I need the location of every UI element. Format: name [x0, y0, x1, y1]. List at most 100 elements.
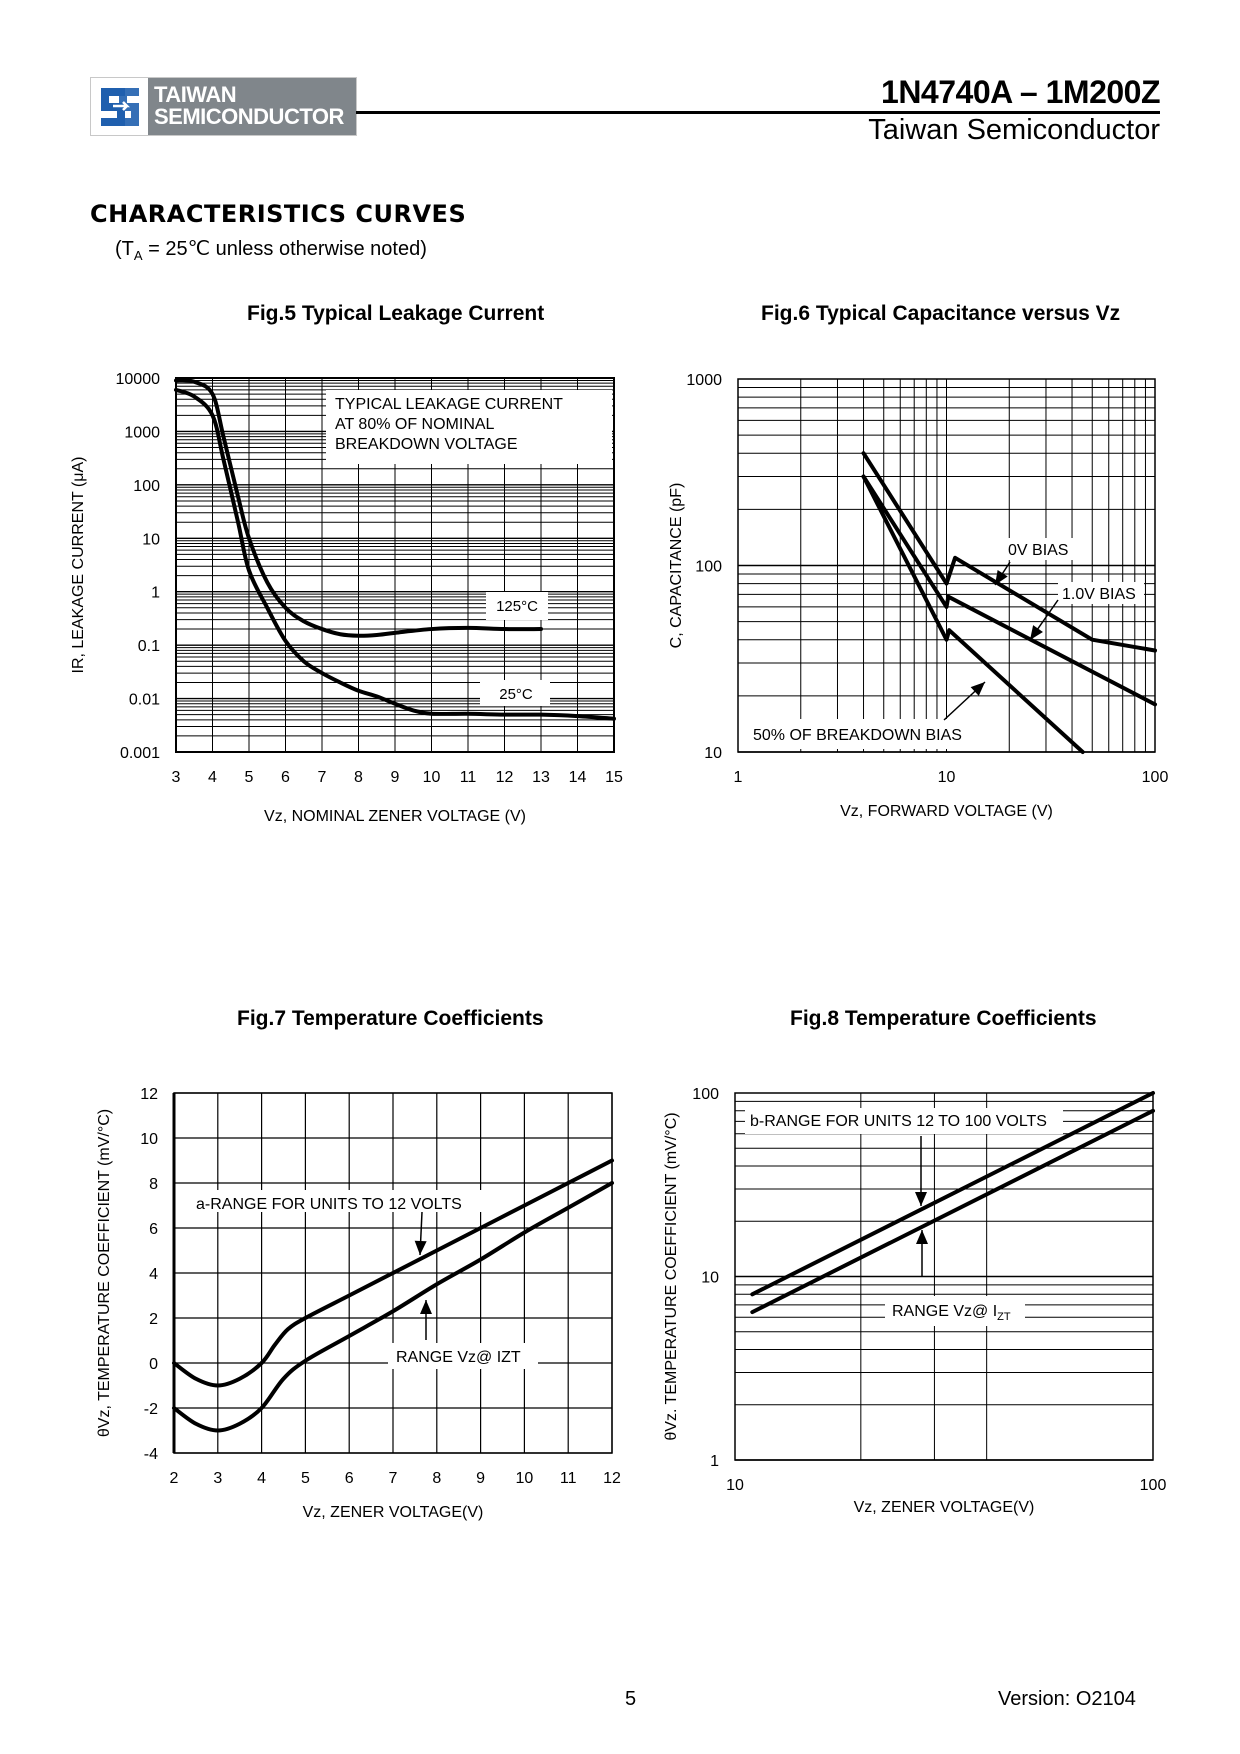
fig8-plot — [734, 1091, 1155, 1461]
fig6-arrow-1v-head — [1030, 625, 1043, 640]
fig6-series-2 — [861, 474, 1085, 754]
fig8-xlabel: Vz, ZENER VOLTAGE(V) — [854, 1499, 1035, 1516]
fig8-series-upper — [750, 1091, 1155, 1297]
fig7-plot — [172, 1092, 614, 1454]
fig7-xtick: 2 — [170, 1470, 179, 1487]
fig7-series-lower — [172, 1181, 614, 1433]
fig7-ytick: 0 — [149, 1356, 158, 1373]
fig5-xtick: 4 — [208, 769, 217, 786]
fig5-series-25c — [174, 387, 616, 721]
fig6-xtick: 10 — [938, 769, 956, 786]
label-background — [486, 592, 548, 620]
fig5-ytick: 10000 — [116, 371, 161, 388]
fig5-xlabel: Vz, NOMINAL ZENER VOLTAGE (V) — [264, 808, 526, 825]
fig7-annotation-range: RANGE Vz@ IZT — [396, 1349, 521, 1366]
fig6-arrow-0v-head — [995, 569, 1008, 585]
label-background — [748, 719, 980, 749]
fig5-ytick: 0.01 — [129, 692, 160, 709]
fig5-xtick: 9 — [391, 769, 400, 786]
fig5-plot — [174, 377, 616, 753]
version-label: Version: O2104 — [998, 1688, 1136, 1710]
fig7-xtick: 8 — [432, 1470, 441, 1487]
fig5-ytick: 1 — [151, 585, 160, 602]
fig8-ytick: 100 — [692, 1086, 719, 1103]
note-prefix: (T — [115, 238, 134, 260]
label-background — [745, 1108, 1063, 1134]
label-background — [1005, 538, 1075, 560]
fig7-ytick: 2 — [149, 1311, 158, 1328]
fig8-xtick: 10 — [726, 1477, 744, 1494]
fig6-label-1v: 1.0V BIAS — [1062, 586, 1136, 603]
label-background — [388, 1343, 538, 1369]
fig7-xtick: 10 — [516, 1470, 534, 1487]
fig7-ytick: -4 — [144, 1446, 158, 1463]
fig6-arrow-50pct-head — [970, 682, 985, 696]
fig7-ytick: 10 — [140, 1131, 158, 1148]
fig7-xtick: 7 — [389, 1470, 398, 1487]
fig6-ytick: 100 — [695, 559, 722, 576]
fig7-xtick: 12 — [603, 1470, 621, 1487]
fig6-plot — [737, 378, 1157, 754]
page-number: 5 — [625, 1688, 637, 1710]
fig6-xlabel: Vz, FORWARD VOLTAGE (V) — [840, 803, 1053, 820]
fig5-annotation: TYPICAL LEAKAGE CURRENT — [335, 396, 563, 413]
fig7-xtick: 6 — [345, 1470, 354, 1487]
fig8-ylabel: θVz. TEMPERATURE COEFFICIENT (mV/°C) — [663, 1112, 680, 1440]
fig7-xtick: 9 — [476, 1470, 485, 1487]
fig6-series-1 — [861, 474, 1157, 707]
label-background — [885, 1296, 1025, 1326]
fig5-ytick: 100 — [133, 478, 160, 495]
label-background — [1058, 582, 1144, 604]
fig5-xtick: 12 — [496, 769, 514, 786]
logo-line1: TAIWAN — [154, 82, 237, 107]
label-background — [326, 390, 612, 464]
fig6-xtick: 1 — [734, 769, 743, 786]
fig5-xtick: 15 — [605, 769, 623, 786]
plot-frame — [175, 377, 615, 753]
fig5-xtick: 14 — [569, 769, 587, 786]
fig5-xtick: 11 — [460, 769, 477, 786]
fig8-annotation-range: RANGE Vz@ IZT — [892, 1303, 1011, 1323]
fig8-xtick: 100 — [1140, 1477, 1167, 1494]
fig5-xtick: 8 — [354, 769, 363, 786]
fig7-ytick: 6 — [149, 1221, 158, 1238]
header-rule — [356, 111, 1160, 114]
fig5-series-125c — [174, 378, 543, 638]
fig5-label-25c: 25°C — [499, 686, 533, 703]
company-subtitle: Taiwan Semiconductor — [868, 114, 1160, 146]
fig7-annotation-a: a-RANGE FOR UNITS TO 12 VOLTS — [196, 1196, 462, 1213]
fig6-label-50pct: 50% OF BREAKDOWN BIAS — [753, 727, 962, 744]
fig7-title: Fig.7 Temperature Coefficients — [237, 1007, 544, 1030]
label-background — [480, 680, 550, 706]
fig5-ytick: 0.1 — [138, 638, 160, 655]
fig7-ylabel: θVz, TEMPERATURE COEFFICIENT (mV/°C) — [96, 1109, 113, 1437]
fig8-ytick: 10 — [701, 1270, 719, 1287]
fig5-xtick: 7 — [318, 769, 327, 786]
fig7-arrow-up-head — [420, 1300, 432, 1314]
fig6-ytick: 10 — [704, 745, 722, 762]
fig8-series-lower — [750, 1108, 1155, 1315]
fig7-xtick: 11 — [560, 1470, 577, 1487]
fig5-xtick: 6 — [281, 769, 290, 786]
fig7-xtick: 3 — [213, 1470, 222, 1487]
fig6-label-0v: 0V BIAS — [1008, 542, 1068, 559]
fig8-arrow-down-head — [915, 1192, 927, 1206]
fig5-label-125c: 125°C — [496, 598, 538, 615]
fig8-title: Fig.8 Temperature Coefficients — [790, 1007, 1097, 1030]
fig8-annotation-b: b-RANGE FOR UNITS 12 TO 100 VOLTS — [750, 1113, 1047, 1130]
fig8-arrow-up-head — [916, 1230, 928, 1244]
fig5-ylabel: IR, LEAKAGE CURRENT (μA) — [70, 457, 87, 674]
plot-frame — [737, 378, 1156, 753]
fig5-title: Fig.5 Typical Leakage Current — [247, 302, 545, 325]
fig6-ytick: 1000 — [686, 372, 722, 389]
fig6-title: Fig.6 Typical Capacitance versus Vz — [761, 302, 1121, 325]
fig5-xtick: 3 — [172, 769, 181, 786]
fig7-xlabel: Vz, ZENER VOLTAGE(V) — [303, 1504, 484, 1521]
fig6-series-0 — [861, 451, 1157, 653]
fig7-xtick: 5 — [301, 1470, 310, 1487]
fig5-xtick: 10 — [423, 769, 441, 786]
fig7-xtick: 4 — [257, 1470, 266, 1487]
fig5-annotation: BREAKDOWN VOLTAGE — [335, 436, 518, 453]
fig5-ytick: 0.001 — [120, 745, 160, 762]
